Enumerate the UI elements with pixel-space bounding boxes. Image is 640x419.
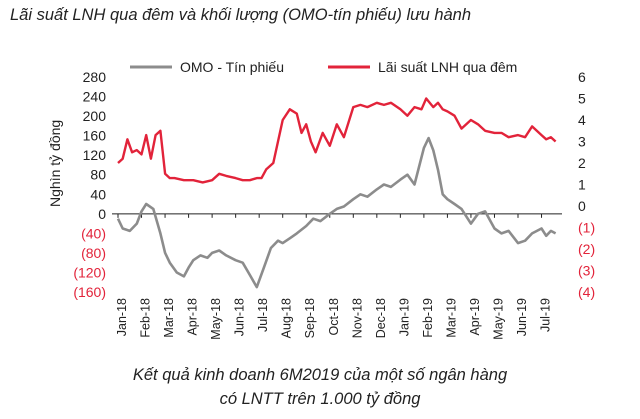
- rate-series-line: [117, 97, 557, 184]
- x-tick-label: Jul-19: [539, 298, 553, 332]
- y2-tick-label: (1): [578, 220, 595, 236]
- y-tick-label: 80: [90, 167, 106, 183]
- y2-tick-label: 5: [578, 91, 586, 107]
- chart-legend: OMO - Tín phiếu Lãi suất LNH qua đêm: [130, 59, 517, 75]
- y-tick-label: 240: [83, 89, 107, 105]
- x-tick-label: Jun-19: [515, 298, 529, 336]
- x-tick-label: May-19: [491, 298, 505, 340]
- x-tick-label: Apr-19: [468, 298, 482, 336]
- y-tick-label: 40: [90, 186, 106, 202]
- x-tick-label: Sep-18: [303, 298, 317, 338]
- y2-tick-label: 4: [578, 112, 586, 128]
- x-tick-label: Aug-18: [280, 298, 294, 338]
- y2-tick-label: (2): [578, 241, 595, 257]
- x-tick-label: Mar-19: [444, 298, 458, 338]
- chart-title: Lãi suất LNH qua đêm và khối lượng (OMO-…: [10, 6, 472, 24]
- y2-tick-label: 2: [578, 155, 586, 171]
- y-axis-title: Nghìn tỷ đồng: [47, 120, 63, 207]
- y-tick-label: 280: [83, 69, 107, 85]
- omo-legend-label: OMO - Tín phiếu: [180, 59, 284, 75]
- y-tick-label: (80): [81, 245, 106, 261]
- chart-axes: 28024020016012080400(40)(80)(120)(160)65…: [47, 69, 595, 340]
- x-tick-label: Nov-18: [350, 298, 364, 338]
- y2-tick-label: 0: [578, 198, 586, 214]
- caption-line-2: có LNTT trên 1.000 tỷ đồng: [219, 390, 421, 408]
- y2-tick-label: 1: [578, 177, 586, 193]
- y-tick-label: (120): [73, 264, 106, 280]
- chart-lines: [116, 97, 557, 289]
- y2-tick-label: (4): [578, 284, 595, 300]
- omo-series-line: [116, 136, 557, 289]
- y-tick-label: 120: [83, 147, 107, 163]
- x-tick-label: Jan-19: [397, 298, 411, 336]
- y-tick-label: (160): [73, 284, 106, 300]
- x-tick-label: Jul-18: [256, 298, 270, 332]
- caption-line-1: Kết quả kinh doanh 6M2019 của một số ngâ…: [132, 366, 508, 384]
- x-tick-label: Mar-18: [162, 298, 176, 338]
- rate-legend-label: Lãi suất LNH qua đêm: [378, 59, 517, 75]
- x-tick-label: Apr-18: [186, 298, 200, 336]
- x-tick-label: Feb-18: [139, 298, 153, 338]
- x-tick-label: Dec-18: [374, 298, 388, 338]
- x-tick-label: Jun-18: [233, 298, 247, 336]
- x-tick-label: Jan-18: [115, 298, 129, 336]
- y2-tick-label: 6: [578, 69, 586, 85]
- y-tick-label: 160: [83, 128, 107, 144]
- y-tick-label: 0: [98, 206, 106, 222]
- x-tick-label: Feb-19: [421, 298, 435, 338]
- y2-tick-label: 3: [578, 134, 586, 150]
- y-tick-label: (40): [81, 225, 106, 241]
- x-tick-label: May-18: [209, 298, 223, 340]
- y2-tick-label: (3): [578, 263, 595, 279]
- x-tick-label: Oct-18: [327, 298, 341, 336]
- y-tick-label: 200: [83, 108, 107, 124]
